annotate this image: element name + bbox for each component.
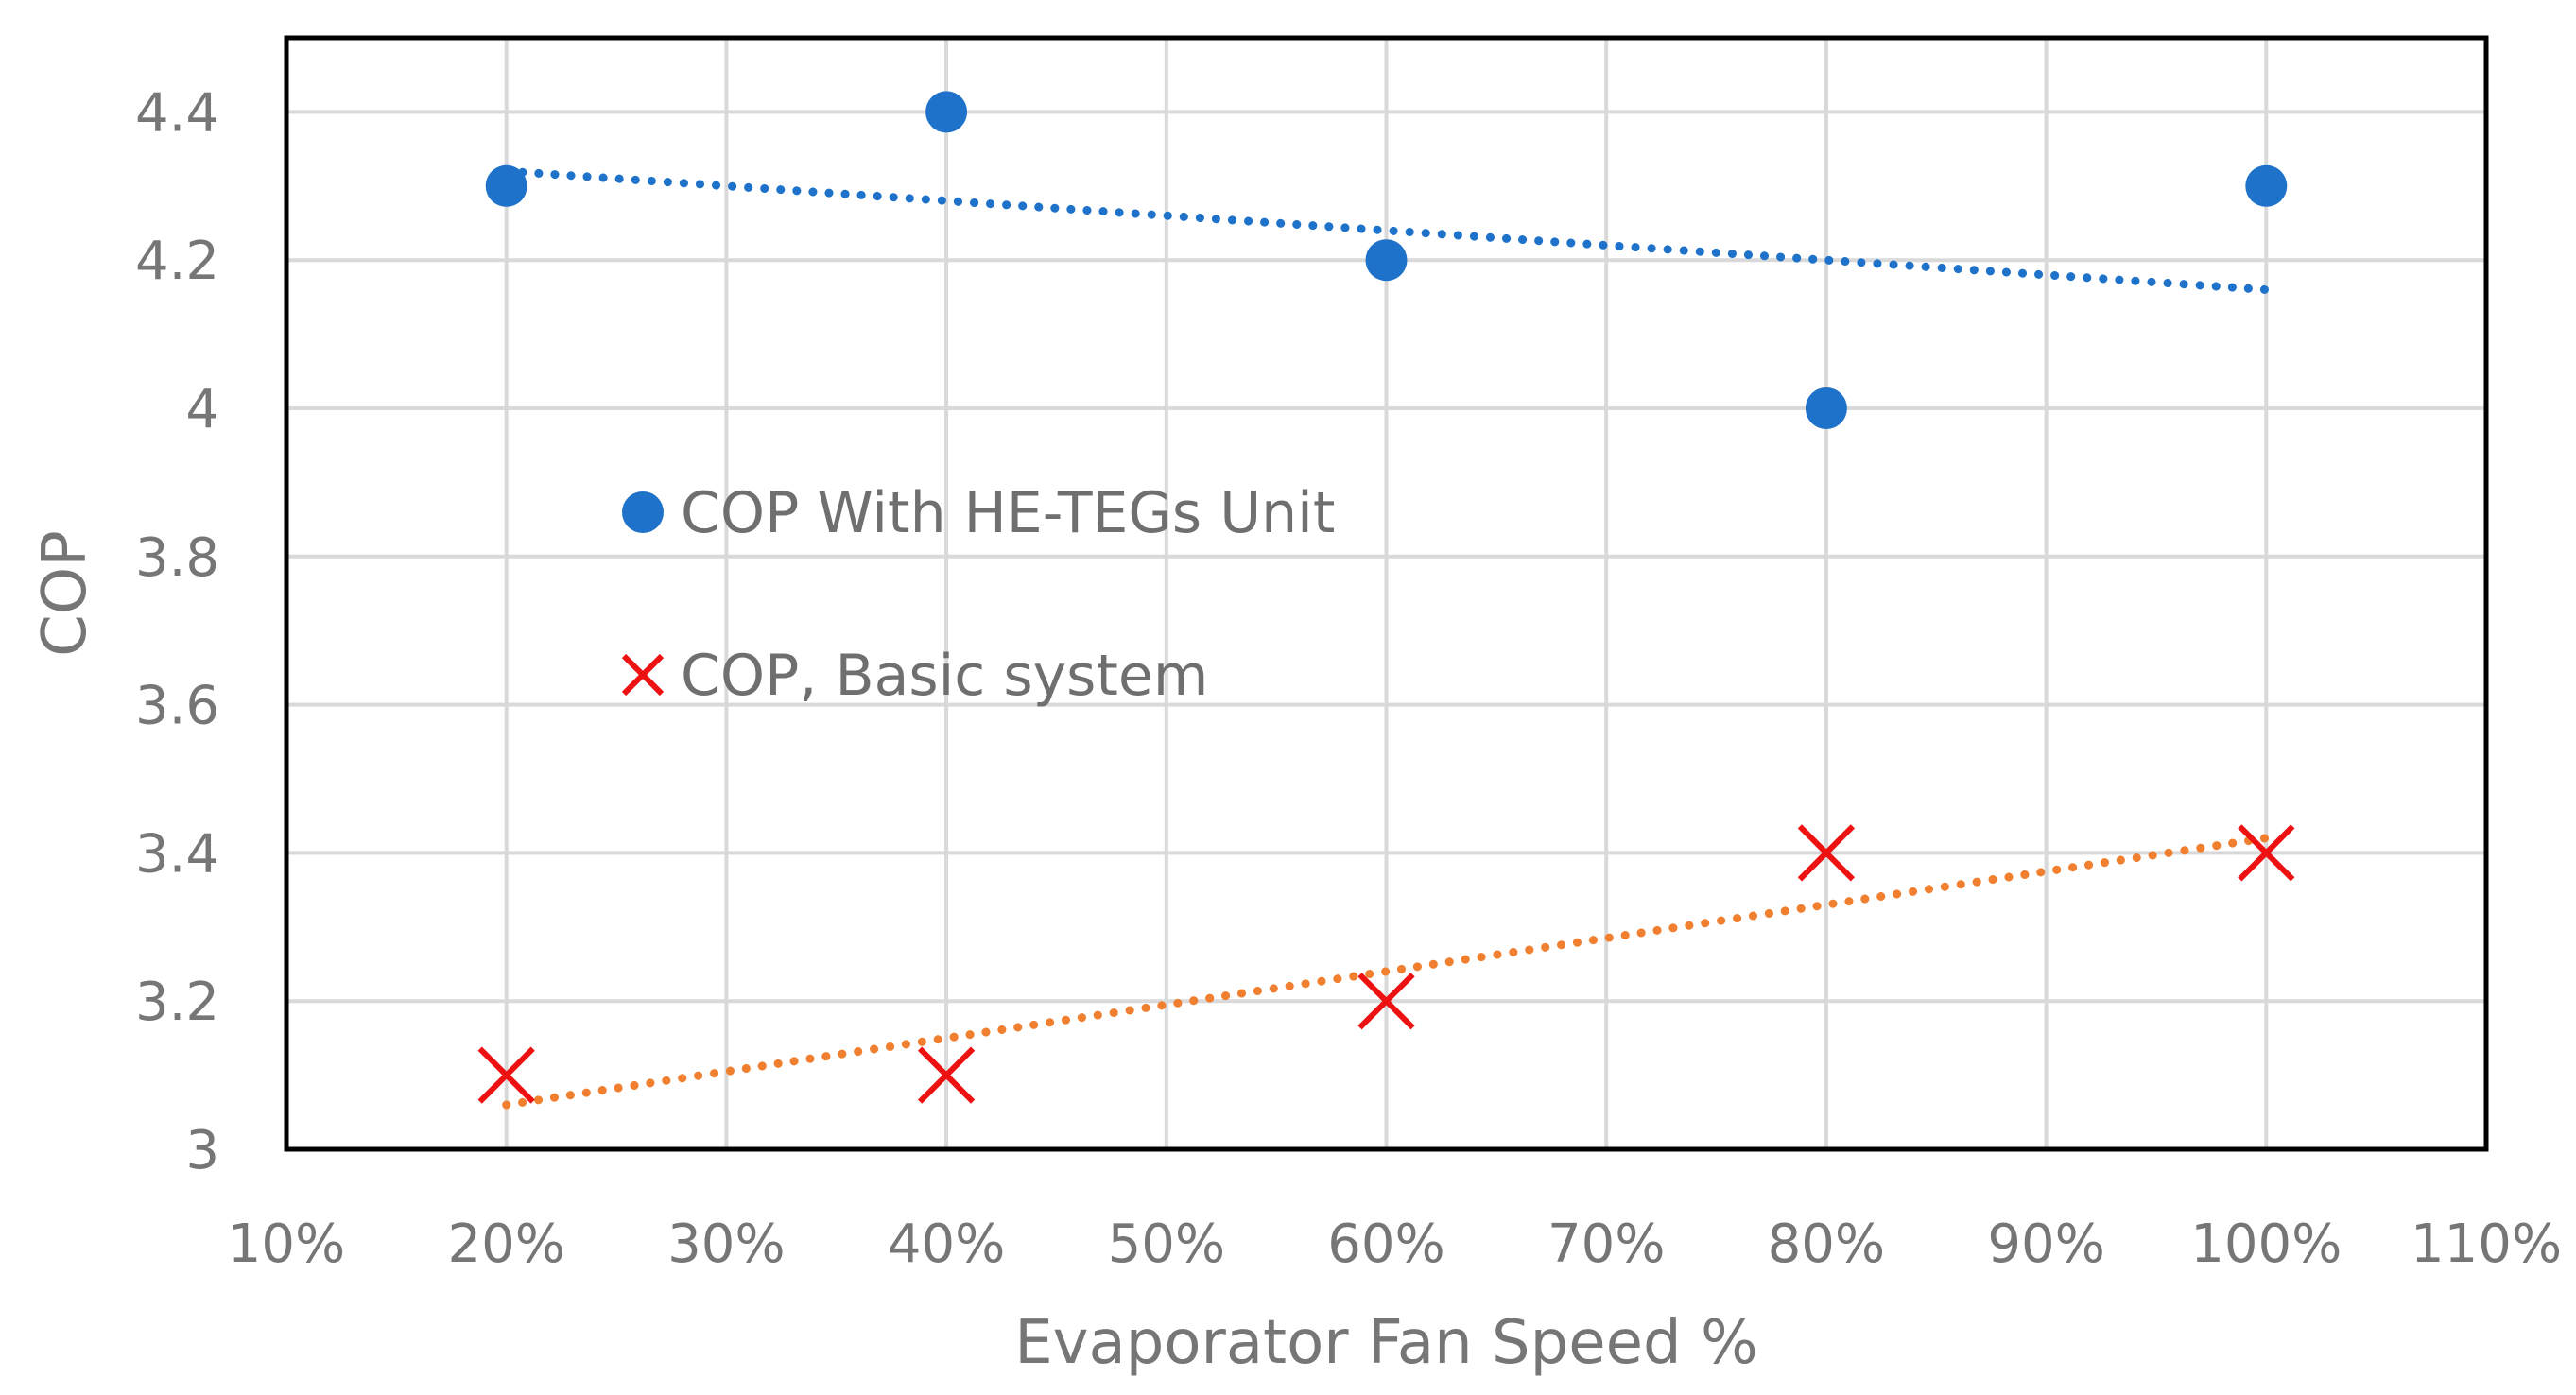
- legend-circle-marker: [622, 491, 664, 533]
- x-tick-label: 70%: [1547, 1214, 1665, 1275]
- x-marker-stroke: [477, 1046, 535, 1104]
- plot-area-border: [284, 35, 2489, 1152]
- y-axis-tick-labels: 3 3.2 3.4 3.6 3.8 4 4.2 4.4: [135, 82, 219, 1181]
- y-tick-label: 3.6: [135, 676, 219, 737]
- x-marker-stroke: [1797, 824, 1856, 882]
- x-tick-label: 100%: [2190, 1214, 2342, 1275]
- data-point-he-tegs: [485, 164, 527, 207]
- x-tick-label: 40%: [888, 1214, 1005, 1275]
- grid-lines: [285, 38, 2488, 1151]
- data-marks: [477, 91, 2295, 1104]
- data-point-basic: [1797, 824, 1856, 882]
- data-point-basic: [477, 1046, 535, 1104]
- x-marker-stroke: [621, 653, 665, 697]
- y-axis-title: COP: [30, 530, 100, 657]
- y-tick-label: 4: [185, 379, 219, 440]
- trendline-series-0: [502, 166, 2271, 295]
- data-point-he-tegs: [1805, 388, 1847, 429]
- legend-item-basic: COP, Basic system: [621, 643, 1208, 709]
- data-point-basic: [917, 1046, 976, 1104]
- legend-item-he-tegs: COP With HE-TEGs Unit: [622, 480, 1335, 546]
- data-point-basic: [1357, 973, 1415, 1030]
- x-axis-title: Evaporator Fan Speed %: [1014, 1308, 1758, 1378]
- x-tick-label: 80%: [1768, 1214, 1885, 1275]
- y-tick-label: 3: [185, 1120, 219, 1181]
- x-tick-label: 90%: [1987, 1214, 2104, 1275]
- trendline-series-1: [502, 834, 2271, 1110]
- x-marker-stroke: [917, 1046, 976, 1104]
- x-tick-label: 20%: [447, 1214, 564, 1275]
- x-tick-label: 30%: [667, 1214, 785, 1275]
- y-tick-label: 4.2: [135, 231, 219, 292]
- data-point-he-tegs: [925, 91, 968, 133]
- x-axis-tick-labels: 10% 20% 30% 40% 50% 60% 70% 80% 90% 100% 110%: [228, 1214, 2562, 1275]
- legend-x-marker: [621, 653, 665, 697]
- legend-label-he-tegs: COP With HE-TEGs Unit: [681, 480, 1335, 546]
- x-marker-stroke: [2238, 824, 2295, 882]
- y-tick-label: 3.8: [135, 527, 219, 589]
- y-tick-label: 4.4: [135, 82, 219, 144]
- legend-label-basic: COP, Basic system: [681, 643, 1208, 709]
- data-point-basic: [2238, 824, 2295, 882]
- data-point-he-tegs: [2245, 164, 2288, 207]
- legend: COP With HE-TEGs Unit COP, Basic system: [621, 480, 1335, 709]
- x-tick-label: 110%: [2411, 1214, 2562, 1275]
- x-marker-stroke: [1357, 973, 1415, 1030]
- legend-x-glyph: [621, 653, 665, 697]
- trendlines: [502, 166, 2271, 1110]
- x-tick-label: 50%: [1108, 1214, 1225, 1275]
- y-tick-label: 3.2: [135, 972, 219, 1033]
- data-point-he-tegs: [1365, 239, 1408, 282]
- y-tick-label: 3.4: [135, 823, 219, 885]
- x-tick-label: 10%: [228, 1214, 345, 1275]
- x-tick-label: 60%: [1327, 1214, 1444, 1275]
